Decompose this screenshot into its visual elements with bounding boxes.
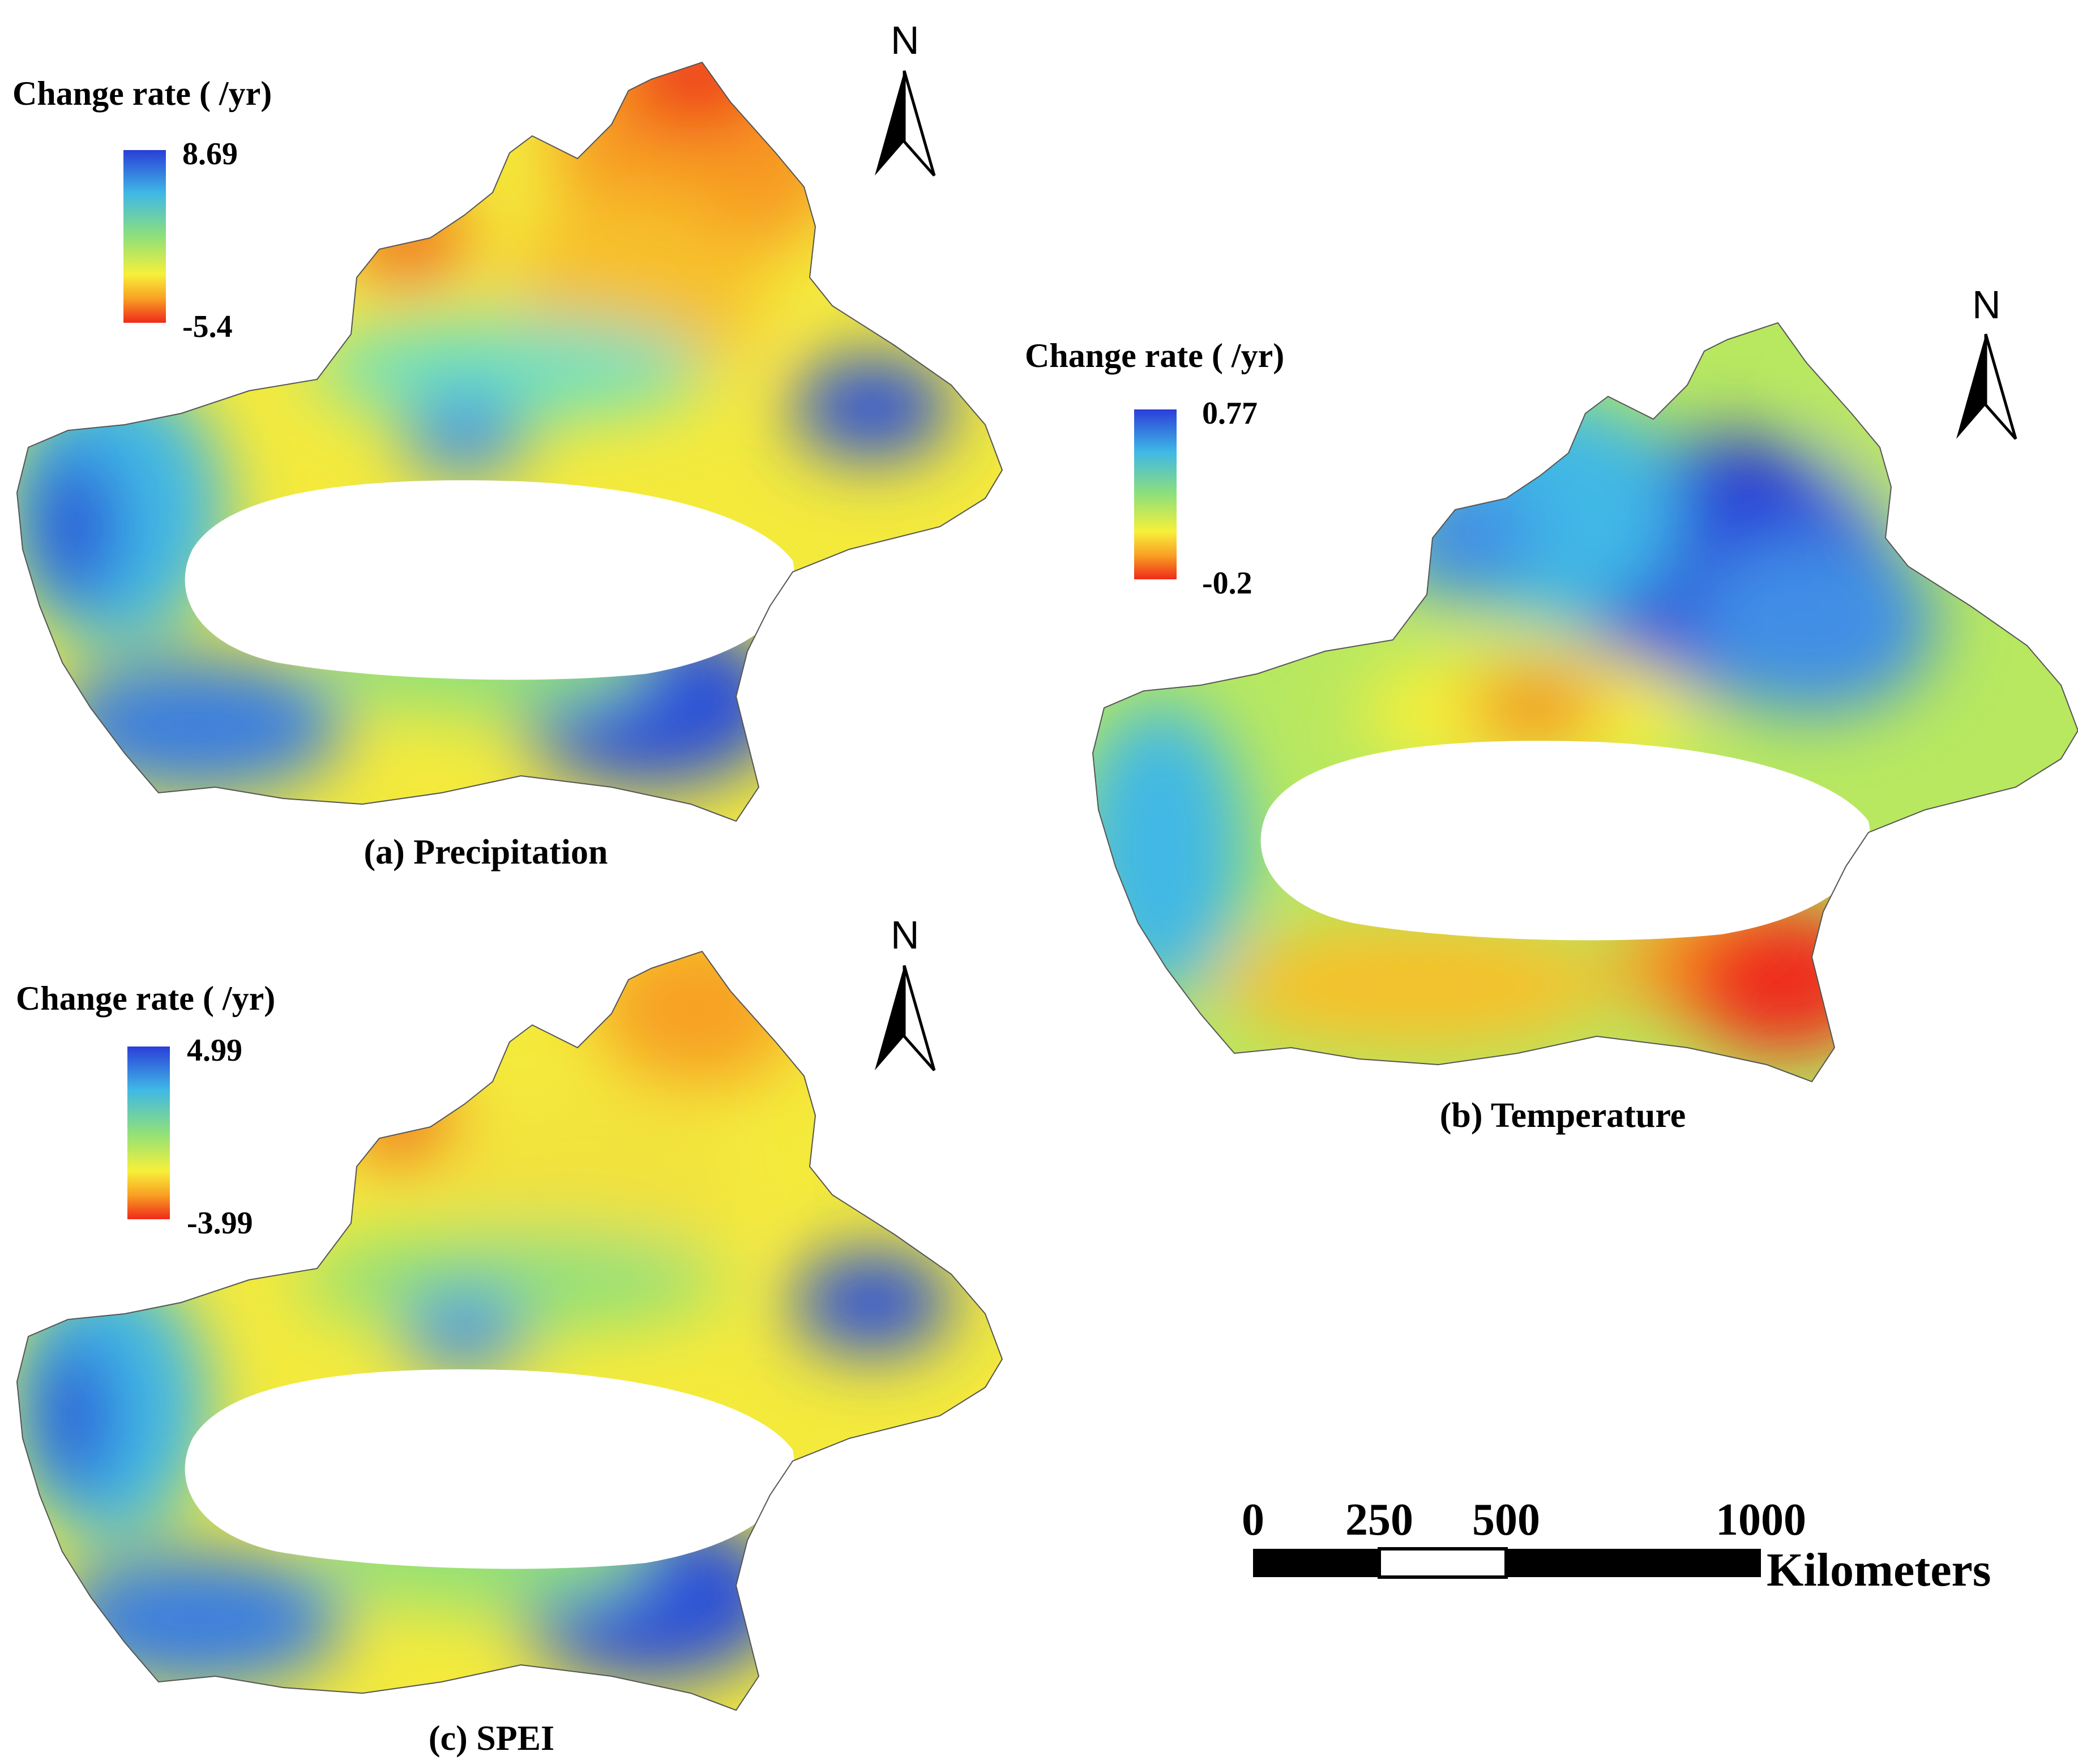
legend-max: 8.69 (182, 136, 238, 172)
precipitation-map (16, 62, 1003, 822)
panel-spei: Change rate ( /yr) 4.99 -3.99 N (c) SPEI (16, 913, 1003, 1758)
spei-map (16, 951, 1003, 1711)
legend-min: -5.4 (182, 309, 233, 344)
legend-temperature: Change rate ( /yr) 0.77 -0.2 (1025, 337, 1284, 601)
legend-title: Change rate ( /yr) (16, 980, 275, 1017)
scale-tick-1000: 1000 (1716, 1495, 1806, 1545)
panel-temperature: Change rate ( /yr) 0.77 -0.2 N (b) Tempe… (1025, 283, 2078, 1135)
north-arrow-a: N (875, 18, 936, 177)
legend-spei: Change rate ( /yr) 4.99 -3.99 (16, 980, 275, 1241)
north-label: N (891, 18, 920, 62)
north-label: N (1972, 283, 2001, 327)
scale-tick-0: 0 (1242, 1495, 1264, 1545)
north-arrow-b: N (1956, 283, 2017, 440)
caption-temperature: (b) Temperature (1440, 1096, 1686, 1135)
legend-precipitation: Change rate ( /yr) 8.69 -5.4 (12, 75, 272, 344)
scale-segment-2 (1378, 1547, 1508, 1579)
scale-bar: 0 250 500 1000 Kilometers (1242, 1495, 1991, 1596)
color-ramp (1134, 409, 1177, 579)
panel-precipitation: Change rate ( /yr) 8.69 -5.4 N (a) Preci… (12, 18, 1003, 872)
north-label: N (891, 913, 920, 957)
caption-spei: (c) SPEI (429, 1719, 554, 1758)
legend-title: Change rate ( /yr) (1025, 337, 1284, 374)
north-arrow-icon (875, 966, 904, 1070)
north-arrow-icon (1956, 334, 1986, 439)
scale-segment-1 (1253, 1549, 1379, 1577)
legend-min: -0.2 (1202, 566, 1252, 601)
north-arrow-icon (875, 71, 904, 176)
caption-precipitation: (a) Precipitation (364, 833, 608, 872)
color-ramp (123, 150, 166, 323)
legend-max: 4.99 (187, 1033, 242, 1068)
scale-tick-250: 250 (1345, 1495, 1413, 1545)
legend-min: -3.99 (187, 1206, 253, 1241)
legend-max: 0.77 (1202, 396, 1258, 431)
legend-title: Change rate ( /yr) (12, 75, 272, 112)
color-ramp (127, 1047, 170, 1219)
north-arrow-c: N (875, 913, 936, 1071)
scale-segment-3 (1506, 1549, 1761, 1577)
scale-tick-500: 500 (1472, 1495, 1540, 1545)
scale-unit: Kilometers (1767, 1544, 1991, 1596)
